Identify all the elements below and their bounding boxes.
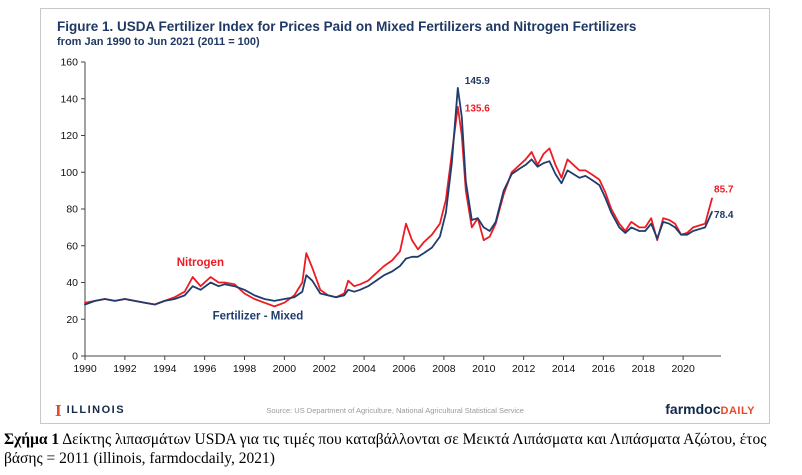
farmdoc-daily-logo: farmdocDAILY [665,401,755,419]
y-tick-label: 80 [66,204,78,216]
chart-annotation: 78.4 [714,210,734,221]
y-tick-label: 20 [66,314,78,326]
chart-annotation: Nitrogen [177,257,224,269]
figure-footer: I ILLINOIS Source: US Department of Agri… [41,401,769,419]
x-tick-label: 2006 [392,363,416,375]
figure-box: Figure 1. USDA Fertilizer Index for Pric… [40,8,770,424]
daily-wordmark: DAILY [720,405,755,417]
x-tick-label: 2014 [552,363,576,375]
chart-annotation: 85.7 [714,184,734,195]
caption-text: Δείκτης λιπασμάτων USDA για τις τιμές πο… [4,431,767,468]
chart-area: 0 20 40 60 80 100 120 140 160 1990 1992 1994 1996 199… [51,52,759,387]
y-tick-label: 160 [60,57,78,69]
x-tick-label: 2010 [472,363,496,375]
x-tick-label: 2016 [592,363,616,375]
y-tick-label: 40 [66,277,78,289]
y-tick-label: 60 [66,240,78,252]
x-tick-label: 1998 [233,363,257,375]
illinois-wordmark: ILLINOIS [66,404,126,416]
farmdoc-wordmark: farmdoc [665,401,721,417]
x-tick-label: 2012 [512,363,536,375]
chart-annotation: 145.9 [465,76,490,87]
y-tick-label: 0 [72,351,78,363]
y-tick-label: 120 [60,130,78,142]
illinois-block-i-icon: I [55,400,62,420]
x-tick-label: 1992 [113,363,137,375]
source-note: Source: US Department of Agriculture, Na… [266,405,524,415]
fertilizer-index-chart: 0 20 40 60 80 100 120 140 160 1990 1992 1994 1996 199… [60,57,734,376]
chart-annotation: 135.6 [465,104,490,115]
y-tick-label: 140 [60,93,78,105]
x-tick-label: 2004 [352,363,376,375]
figure-title: Figure 1. USDA Fertilizer Index for Pric… [57,19,637,34]
figure-caption: Σχήμα 1 Δείκτης λιπασμάτων USDA για τις … [4,430,798,469]
x-tick-label: 1996 [193,363,217,375]
x-tick-label: 2000 [273,363,297,375]
nitrogen-line [84,105,713,308]
caption-label: Σχήμα 1 [4,431,60,448]
x-tick-label: 2008 [432,363,456,375]
x-tick-label: 2002 [313,363,337,375]
illinois-logo: I ILLINOIS [55,402,125,419]
x-tick-label: 2018 [632,363,656,375]
figure-subtitle: from Jan 1990 to Jun 2021 (2011 = 100) [57,36,260,48]
x-tick-label: 2020 [671,363,695,375]
chart-annotation: Fertilizer - Mixed [213,310,304,322]
fertilizer-mixed-line [84,87,713,306]
y-tick-label: 100 [60,167,78,179]
x-tick-label: 1990 [73,363,97,375]
x-tick-label: 1994 [153,363,177,375]
